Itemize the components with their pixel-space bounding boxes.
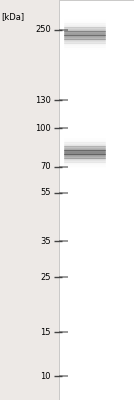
- Text: 10: 10: [40, 372, 51, 380]
- Text: 55: 55: [40, 188, 51, 197]
- Text: 15: 15: [40, 328, 51, 337]
- Text: 250: 250: [35, 25, 51, 34]
- Text: 130: 130: [35, 96, 51, 105]
- Text: 100: 100: [35, 124, 51, 133]
- Bar: [59, 0, 134, 400]
- Text: 35: 35: [40, 237, 51, 246]
- Text: 25: 25: [40, 273, 51, 282]
- Text: 70: 70: [40, 162, 51, 171]
- Text: [kDa]: [kDa]: [1, 12, 25, 21]
